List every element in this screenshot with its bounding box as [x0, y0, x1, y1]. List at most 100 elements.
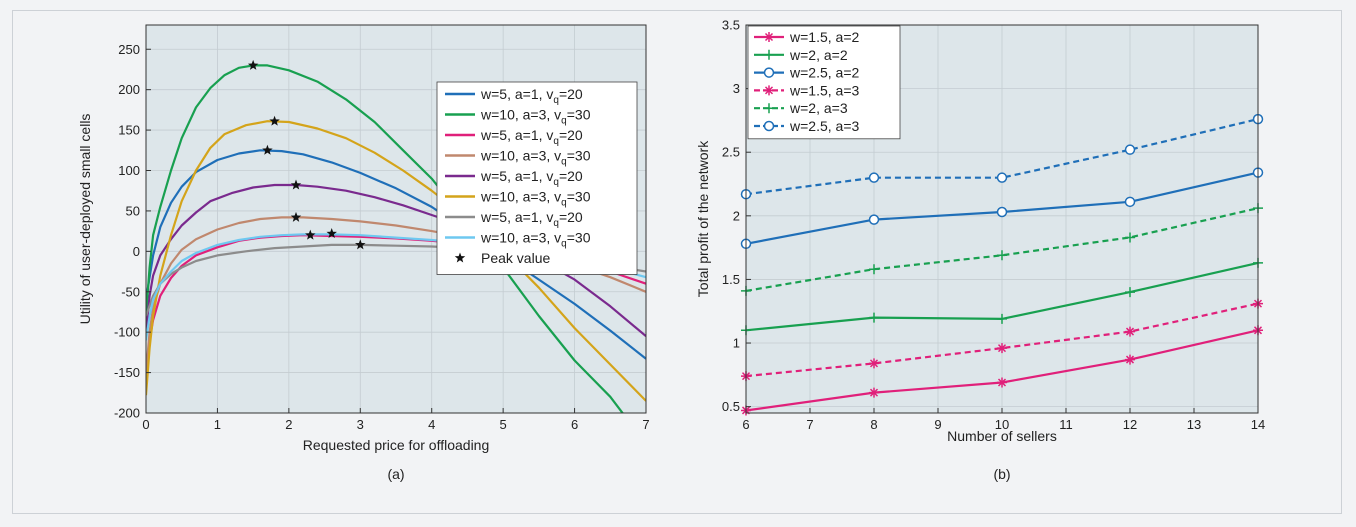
y-tick-label-a: 150: [118, 123, 140, 138]
peak-star-8: [355, 239, 366, 250]
chart-b: 6 7 8 9 10 11 12 13 14 0.5 1 1.5 2 2.5 3 3.5 Number of s…: [695, 18, 1265, 483]
legend-marker-b-5: [764, 103, 774, 114]
data-point-b-3: [868, 214, 880, 225]
x-tick-label-a: 2: [285, 417, 292, 432]
series-line-b-5: [745, 207, 1259, 292]
legend-entry-b-2: w=2, a=2: [789, 47, 848, 63]
legend-entry-a-4: w=10, a=3, vq=30: [480, 148, 591, 168]
x-tick-label-a: 3: [357, 417, 364, 432]
legend-entry-b-6: w=2.5, a=3: [789, 118, 859, 134]
data-point-b-4: [869, 358, 879, 369]
x-tick-label-b: 9: [934, 417, 941, 432]
y-tick-label-a: 250: [118, 42, 140, 57]
legend-b: w=1.5, a=2 w=2, a=2 w=2.5, a=2w=1.5, a=3 w=…: [747, 25, 901, 140]
legend-entry-a-6: w=10, a=3, vq=30: [480, 189, 591, 209]
legend-entry-a-7: w=5, a=1, vq=20: [480, 209, 583, 229]
legend-marker-b-1: [764, 32, 774, 42]
y-tick-label-a: -150: [114, 365, 140, 380]
x-tick-label-a: 6: [571, 417, 578, 432]
legend-entry-b-4: w=1.5, a=3: [789, 82, 859, 98]
x-tick-label-a: 4: [428, 417, 435, 432]
x-axis-label-b: Number of sellers: [947, 428, 1057, 444]
x-tick-label-b: 12: [1123, 417, 1137, 432]
legend-a: w=5, a=1, vq=20w=10, a=3, vq=30w=5, a=1,…: [436, 81, 638, 275]
legend-marker-b-6: [763, 120, 775, 132]
x-tick-label-b: 8: [870, 417, 877, 432]
chart-a: 0 1 2 3 4 5 6 7 -200 -150 -100 -50 0 50 100 150 200 250 Re…: [77, 24, 650, 482]
data-point-b-3: [1124, 196, 1136, 208]
x-tick-label-b: 10: [995, 417, 1009, 432]
data-point-b-4: [997, 343, 1007, 354]
data-point-b-3: [996, 206, 1008, 218]
y-tick-label-a: 200: [118, 82, 140, 97]
legend-entry-a-5: w=5, a=1, vq=20: [480, 168, 583, 188]
y-tick-label-b: 3.5: [722, 18, 740, 33]
x-tick-label-b: 14: [1251, 417, 1265, 432]
y-tick-label-b: 1.5: [722, 272, 740, 287]
legend-entry-a-8: w=10, a=3, vq=30: [480, 230, 591, 250]
legend-peak-star: [454, 252, 466, 263]
data-point-b-2: [997, 313, 1007, 324]
data-point-b-5: [1125, 232, 1135, 243]
x-tick-label-b: 13: [1187, 417, 1201, 432]
data-point-b-1: [997, 377, 1007, 388]
y-tick-label-a: -100: [114, 325, 140, 340]
peak-star-2: [269, 115, 280, 126]
legend-entry-b-3: w=2.5, a=2: [789, 65, 859, 81]
caption-b: (b): [993, 466, 1010, 482]
x-tick-label-b: 7: [806, 417, 813, 432]
x-tick-label-b: 11: [1059, 417, 1073, 432]
data-point-b-6: [996, 172, 1008, 183]
peak-star-3: [262, 144, 273, 155]
legend-entry-b-1: w=1.5, a=2: [789, 29, 859, 45]
y-tick-label-b: 1: [733, 336, 740, 351]
legend-entry-b-5: w=2, a=3: [789, 100, 848, 116]
legend-marker-b-4: [764, 85, 774, 96]
y-tick-label-a: 0: [133, 244, 140, 259]
series-line-a-2: [146, 64, 624, 413]
peak-star-6: [305, 229, 316, 240]
data-point-b-2: [1125, 287, 1135, 298]
x-tick-label-b: 6: [742, 417, 749, 432]
y-tick-label-b: 0.5: [722, 399, 740, 414]
data-point-b-1: [1125, 354, 1135, 365]
y-tick-label-a: 50: [126, 203, 140, 218]
data-point-b-5: [869, 264, 879, 275]
data-point-b-6: [1124, 144, 1136, 155]
data-point-b-1: [869, 387, 879, 398]
peak-star-1: [247, 59, 259, 70]
y-tick-label-b: 2: [733, 208, 740, 223]
y-tick-label-a: 100: [118, 163, 140, 178]
legend-entry-a-1: w=5, a=1, vq=20: [480, 86, 583, 106]
peak-star-4: [290, 179, 302, 190]
x-tick-label-a: 7: [642, 417, 649, 432]
caption-a: (a): [387, 466, 404, 482]
y-tick-label-b: 2.5: [722, 145, 740, 160]
legend-entry-peak: Peak value: [481, 250, 550, 266]
data-point-b-2: [869, 312, 879, 323]
y-tick-label-a: -200: [114, 406, 140, 421]
y-tick-label-b: 3: [733, 81, 740, 96]
series-line-b-6: [745, 118, 1259, 196]
data-point-b-4: [1125, 326, 1135, 337]
y-axis-label-b: Total profit of the network: [695, 140, 711, 297]
data-point-b-6: [868, 172, 880, 183]
y-tick-label-a: -50: [121, 284, 140, 299]
peak-star-7: [326, 228, 337, 238]
legend-box-b: [747, 25, 901, 140]
x-tick-label-a: 0: [142, 417, 149, 432]
legend-entry-a-2: w=10, a=3, vq=30: [480, 107, 591, 127]
data-point-b-5: [997, 250, 1007, 261]
series-line-b-4: [745, 302, 1259, 378]
x-tick-label-a: 1: [214, 417, 221, 432]
x-tick-label-a: 5: [500, 417, 507, 432]
legend-marker-b-2: [764, 49, 774, 60]
axes-box-a: [145, 24, 647, 414]
y-axis-label-a: Utility of user-deployed small cells: [77, 114, 93, 325]
x-axis-label-a: Requested price for offloading: [303, 437, 490, 453]
peak-star-5: [290, 211, 302, 222]
legend-marker-b-3: [763, 67, 775, 78]
legend-entry-a-3: w=5, a=1, vq=20: [480, 127, 583, 147]
